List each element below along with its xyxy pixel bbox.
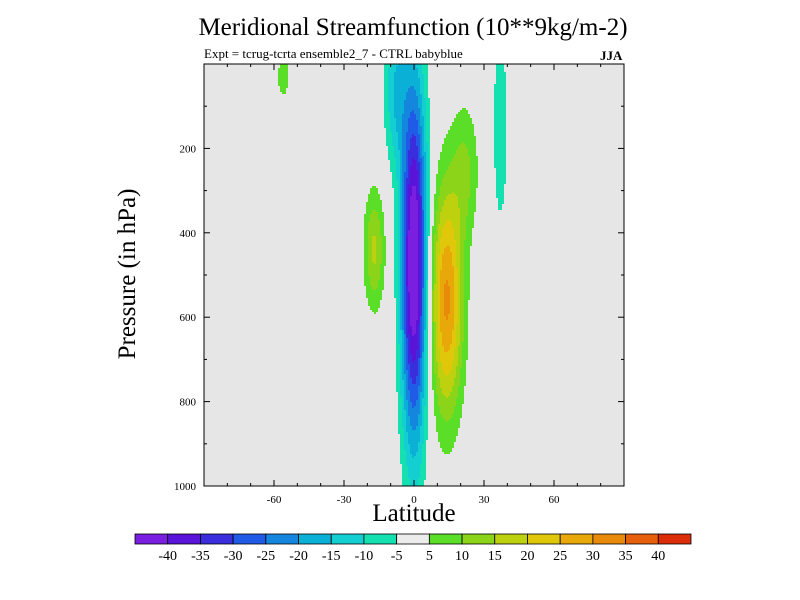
colorbar-label: -20 — [289, 549, 308, 564]
colorbar-swatch — [461, 533, 496, 545]
colorbar-swatch — [396, 533, 430, 545]
y-tick-label: 400 — [180, 228, 197, 240]
y-tick-label: 1000 — [174, 481, 197, 493]
colorbar-label: 25 — [553, 549, 567, 564]
colorbar-label: -30 — [224, 549, 243, 564]
colorbar-label: 40 — [651, 549, 665, 564]
colorbar-swatch — [167, 533, 201, 545]
x-tick-label: 60 — [549, 494, 561, 506]
colorbar-label: -25 — [256, 549, 275, 564]
colorbar-swatch — [428, 533, 463, 545]
colorbar-label: -5 — [391, 549, 403, 564]
colorbar-swatch — [265, 533, 299, 545]
colorbar-swatch — [527, 533, 561, 545]
y-tick-label: 800 — [180, 397, 197, 409]
x-tick-label: 30 — [479, 494, 491, 506]
colorbar-label: 15 — [488, 549, 502, 564]
x-axis-label: Latitude — [372, 500, 456, 527]
colorbar-swatch — [592, 533, 626, 545]
season-label: JJA — [600, 48, 623, 63]
colorbar-swatch — [330, 533, 365, 545]
colorbar-swatch — [559, 533, 594, 545]
x-tick-label: 0 — [411, 494, 417, 506]
colorbar-label: -40 — [158, 549, 177, 564]
colorbar-label: 20 — [520, 549, 534, 564]
colorbar-label: 5 — [426, 549, 433, 564]
colorbar-swatch — [657, 533, 692, 545]
colorbar-label: -15 — [322, 549, 341, 564]
colorbar-swatch — [494, 533, 528, 545]
x-tick-label: -30 — [337, 494, 352, 506]
chart-subtitle: Expt = tcrug-tcrta ensemble2_7 - CTRL ba… — [204, 46, 463, 61]
colorbar-swatch — [298, 533, 332, 545]
chart-title: Meridional Streamfunction (10**9kg/m-2) — [198, 14, 628, 41]
colorbar-label: -10 — [355, 549, 374, 564]
colorbar-swatch — [363, 533, 398, 545]
colorbar-label: 10 — [455, 549, 469, 564]
colorbar-swatch — [134, 533, 169, 545]
colorbar-label: 30 — [586, 549, 600, 564]
colorbar-label: -35 — [191, 549, 210, 564]
colorbar-swatch — [625, 533, 659, 545]
x-tick-label: -60 — [267, 494, 282, 506]
contour-field — [278, 64, 506, 486]
y-tick-label: 200 — [180, 143, 197, 155]
colorbar-swatch — [200, 533, 234, 545]
colorbar-swatch — [232, 533, 267, 545]
colorbar-label: 35 — [619, 549, 633, 564]
y-tick-label: 600 — [180, 312, 197, 324]
